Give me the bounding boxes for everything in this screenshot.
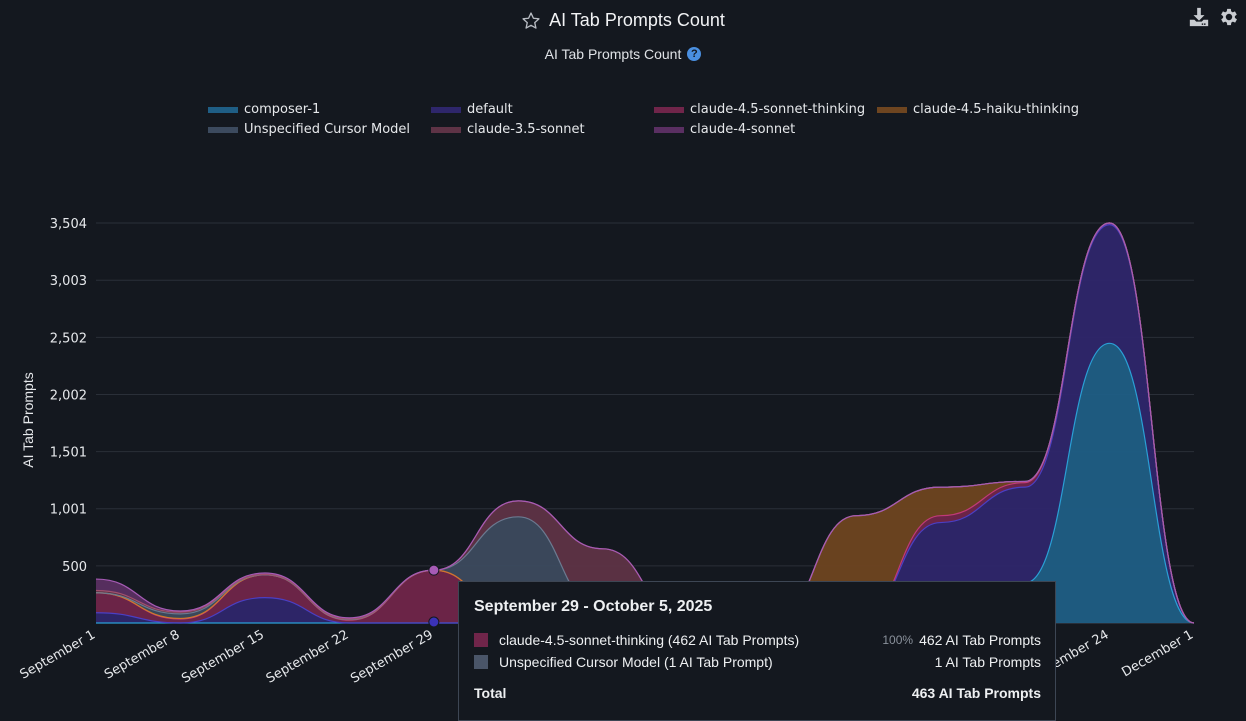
chart-subtitle-row: AI Tab Prompts Count ? [0, 46, 1246, 62]
legend-swatch [877, 106, 907, 113]
download-icon[interactable] [1188, 6, 1210, 28]
y-tick-label: 1,001 [50, 503, 87, 518]
area-default [96, 224, 1194, 623]
tooltip-title: September 29 - October 5, 2025 [474, 598, 713, 615]
legend-swatch [654, 126, 684, 133]
y-tick-label: 2,002 [50, 388, 87, 403]
tooltip-row: Unspecified Cursor Model (1 AI Tab Promp… [474, 654, 1041, 670]
area-composer-1 [96, 343, 1194, 623]
chart-subtitle: AI Tab Prompts Count [544, 46, 682, 62]
question-circle-icon[interactable]: ? [687, 47, 702, 61]
legend-swatch [431, 126, 461, 133]
legend-item-claude-4-sonnet[interactable]: claude-4-sonnet [654, 121, 877, 138]
legend-swatch [208, 106, 238, 113]
x-tick-label: September 1 [18, 627, 98, 682]
tooltip-swatch [474, 655, 488, 669]
gear-icon[interactable] [1218, 6, 1240, 28]
tooltip-swatch [474, 633, 488, 647]
y-tick-label: 3,003 [50, 274, 87, 289]
hover-point-marker [428, 616, 440, 628]
chart-legend: composer-1 default claude-4.5-sonnet-thi… [208, 101, 1097, 138]
legend-swatch [654, 106, 684, 113]
hover-tooltip: September 29 - October 5, 2025 claude-4.… [458, 581, 1056, 721]
chart-title: AI Tab Prompts Count [549, 10, 725, 30]
chart-toolbar [1188, 6, 1240, 28]
legend-item-composer-1[interactable]: composer-1 [208, 101, 431, 118]
hover-markers [428, 564, 440, 628]
star-outline-icon[interactable] [521, 11, 541, 31]
y-tick-label: 500 [62, 560, 87, 575]
y-axis-label: AI Tab Prompts [20, 372, 36, 467]
tooltip-row: claude-4.5-sonnet-thinking (462 AI Tab P… [474, 632, 1041, 648]
y-tick-label: 2,502 [50, 331, 87, 346]
y-tick-label: 3,504 [50, 217, 87, 232]
hover-point-marker [428, 564, 440, 576]
y-axis-ticks: 500 1,001 1,501 2,002 2,502 3,003 3,504 [50, 217, 87, 575]
legend-item-claude-4-5-sonnet-thinking[interactable]: claude-4.5-sonnet-thinking [654, 101, 877, 118]
legend-swatch [208, 126, 238, 133]
chart-title-row: AI Tab Prompts Count [0, 10, 1246, 31]
area-claude-4-5-haiku-thinking [96, 223, 1194, 623]
legend-item-default[interactable]: default [431, 101, 654, 118]
series-areas [96, 223, 1194, 623]
x-tick-label: September 15 [179, 627, 267, 686]
legend-item-claude-3-5-sonnet[interactable]: claude-3.5-sonnet [431, 121, 654, 138]
legend-swatch [431, 106, 461, 113]
y-tick-label: 1,501 [50, 446, 87, 461]
x-tick-label: September 22 [264, 627, 352, 686]
legend-item-claude-4-5-haiku-thinking[interactable]: claude-4.5-haiku-thinking [877, 101, 1097, 118]
legend-item-unspecified-cursor-model[interactable]: Unspecified Cursor Model [208, 121, 431, 138]
tooltip-total: Total 463 AI Tab Prompts [474, 685, 1041, 701]
x-tick-label: September 29 [348, 627, 436, 686]
x-tick-label: September 8 [102, 627, 182, 682]
x-tick-label: December 1 [1119, 627, 1196, 680]
